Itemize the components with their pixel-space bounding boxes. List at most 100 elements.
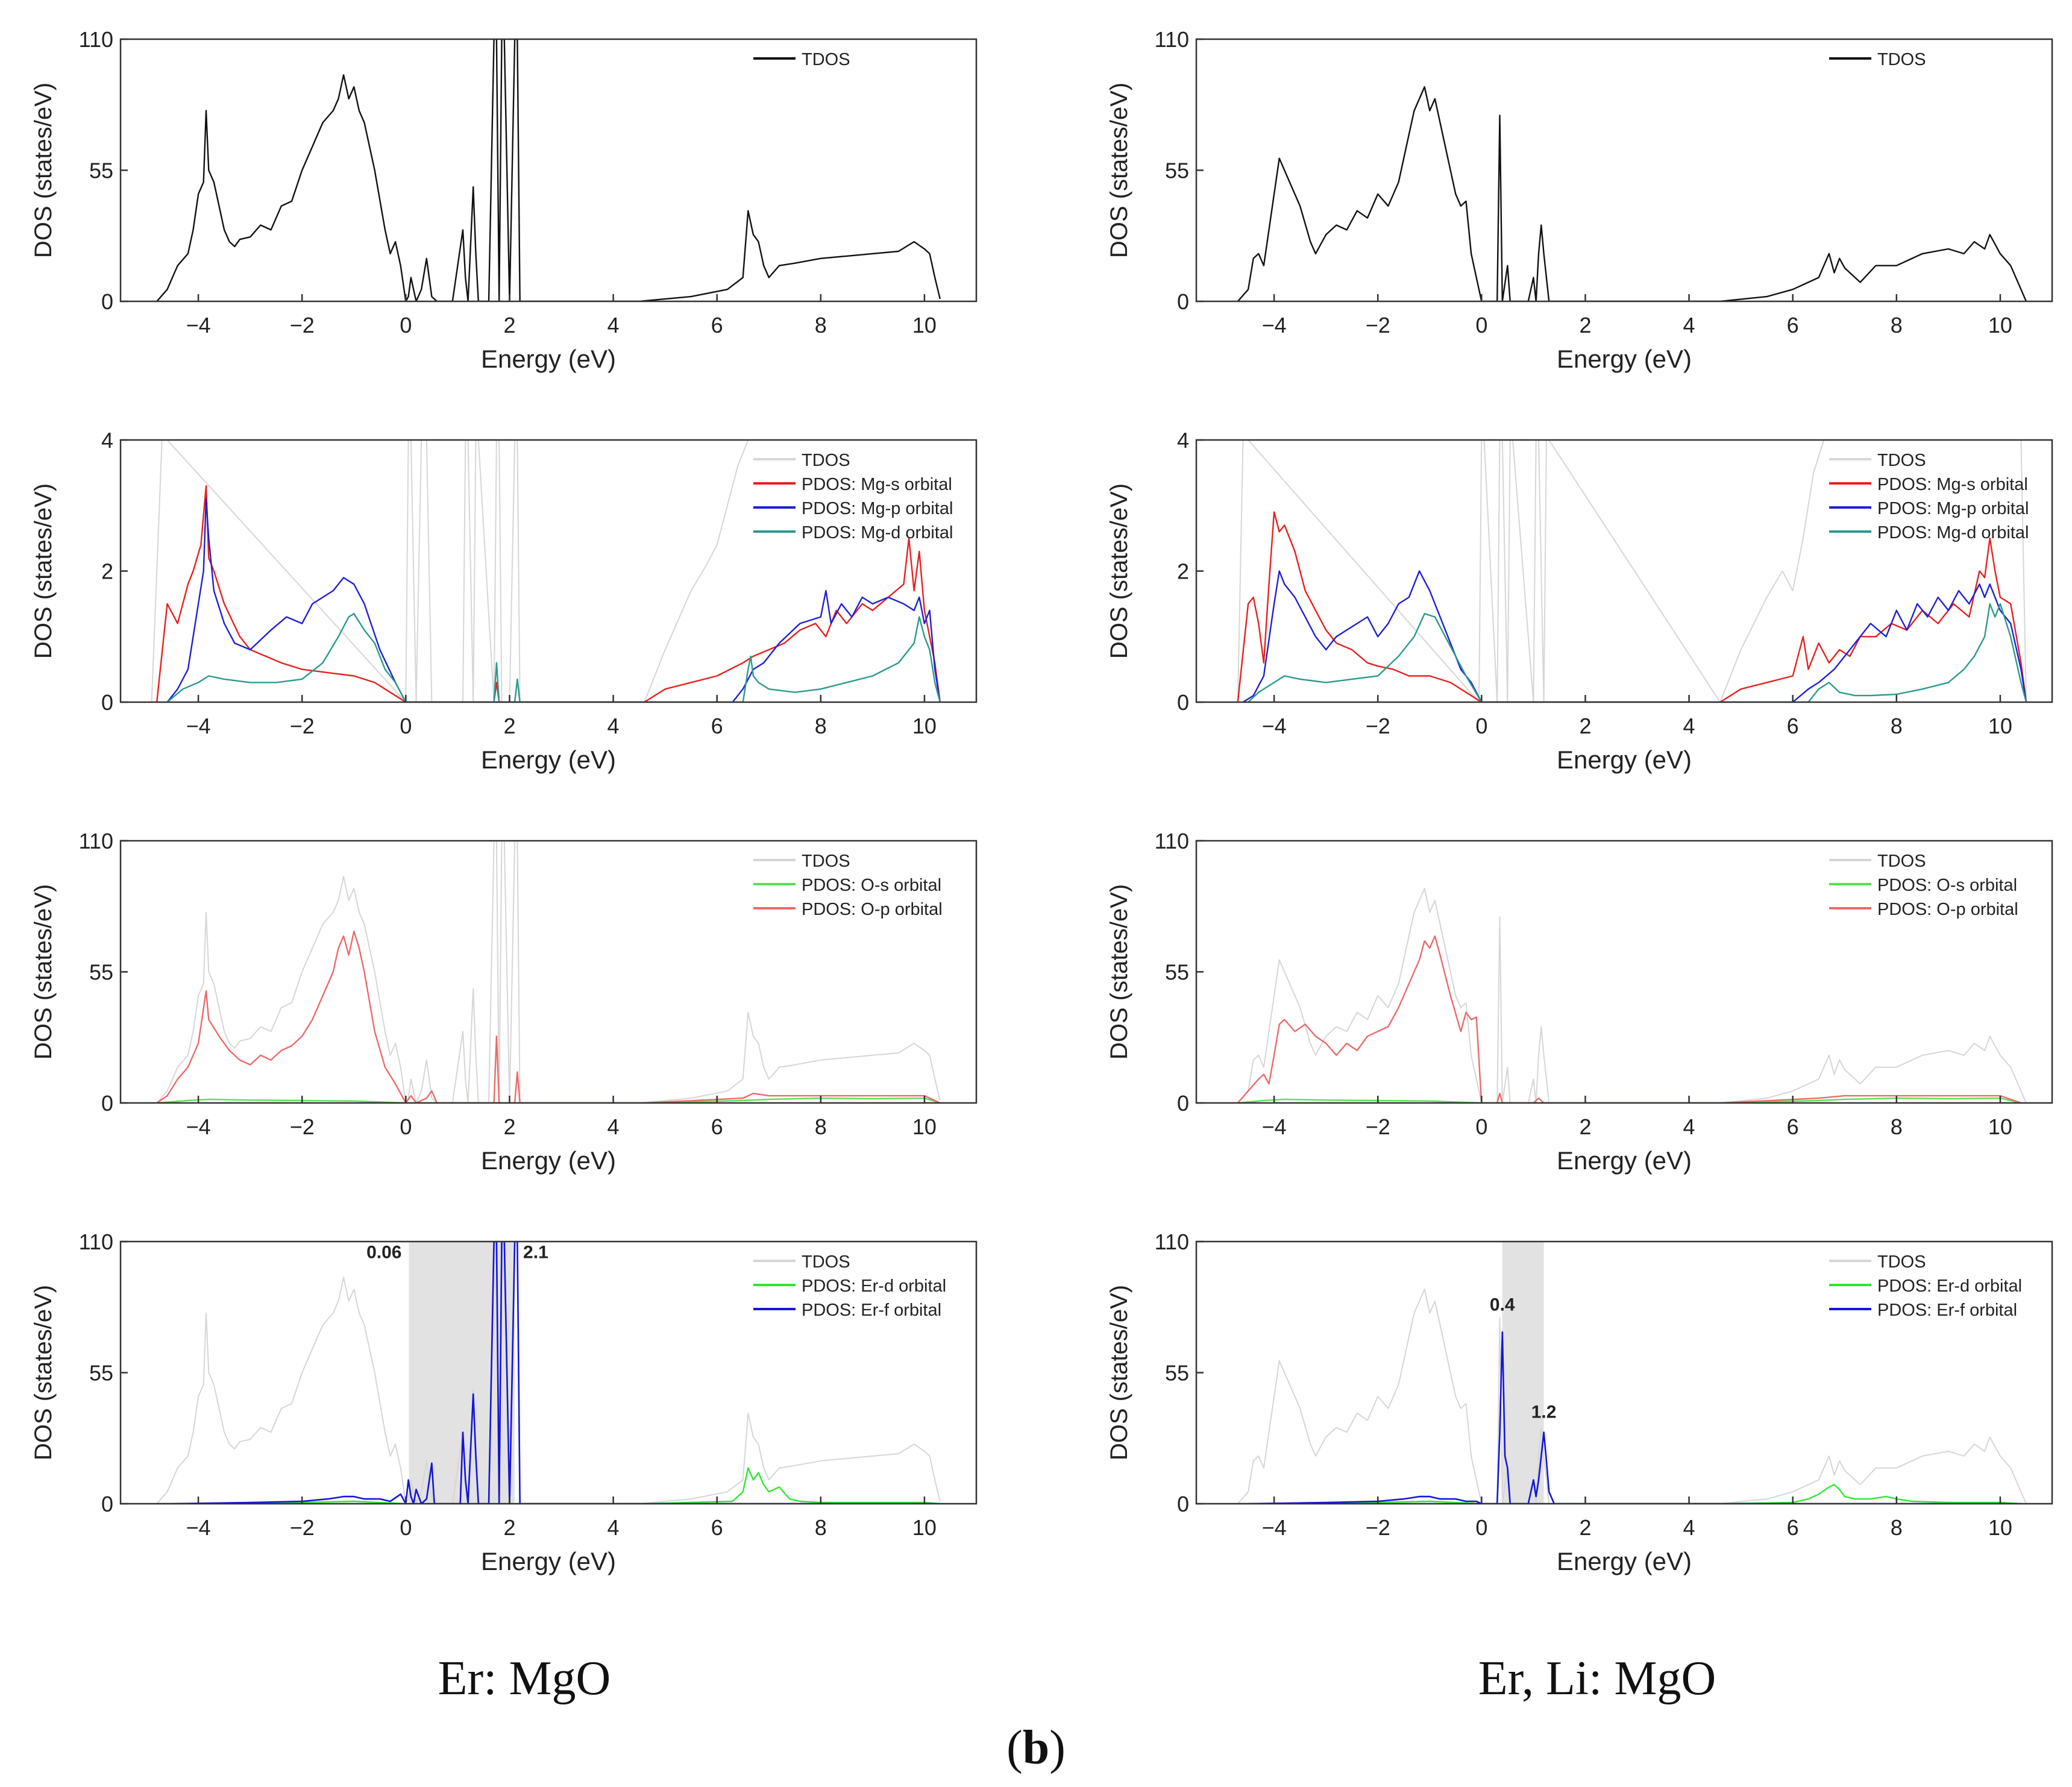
x-tick-label: 2	[1579, 1515, 1591, 1540]
gap-shade	[1502, 1242, 1544, 1504]
x-tick-label: 6	[1787, 1114, 1799, 1139]
chart-er-mgo-mg: −4 −2 0 2 4 6 8 10 0 2 4 Energy (eV) DOS (states/eV)…	[30, 428, 978, 774]
x-tick-label: 4	[1683, 313, 1695, 338]
x-tick-label: −4	[1262, 714, 1287, 738]
figure-tag-close: )	[1049, 1721, 1066, 1774]
x-tick-label: −2	[290, 714, 315, 738]
x-tick-label: 6	[711, 1515, 723, 1540]
x-tick-label: 8	[1891, 313, 1903, 338]
x-tick-label: 4	[1683, 1515, 1695, 1540]
x-tick-label: −4	[1262, 1515, 1287, 1540]
x-tick-label: 2	[1579, 714, 1591, 738]
x-tick-label: 8	[815, 313, 827, 338]
y-tick-label: 110	[79, 829, 113, 853]
x-tick-label: 0	[400, 1114, 412, 1139]
series-group	[151, 440, 941, 702]
series-group	[1237, 888, 2027, 1103]
y-tick-label: 0	[101, 690, 113, 715]
x-tick-label: −2	[290, 313, 315, 338]
legend: TDOS PDOS: O-s orbital PDOS: O-p orbital	[1829, 852, 2018, 919]
y-tick-label: 55	[1165, 1361, 1189, 1386]
y-axis-title: DOS (states/eV)	[30, 1285, 57, 1460]
x-tick-label: 2	[503, 1114, 515, 1139]
x-tick-label: 10	[912, 1515, 937, 1540]
y-tick-label: 55	[89, 960, 113, 985]
legend-label: TDOS	[1877, 1252, 1926, 1272]
x-tick-label: 8	[1891, 1114, 1903, 1139]
y-tick-label: 110	[1155, 829, 1189, 853]
series-pdos-o-s-orbital	[157, 1097, 941, 1103]
series-tdos	[156, 1242, 941, 1504]
legend-label: PDOS: Mg-p orbital	[1877, 499, 2029, 518]
series-tdos	[1237, 86, 2027, 301]
x-tick-label: −4	[186, 1114, 211, 1139]
plot-area	[121, 440, 976, 702]
series-tdos	[156, 39, 941, 301]
figure-tag: (b)	[1006, 1721, 1066, 1776]
figure-tag-letter: b	[1022, 1721, 1050, 1774]
legend-label: TDOS	[802, 852, 850, 871]
legend-label: PDOS: Mg-p orbital	[802, 499, 953, 518]
legend: TDOS PDOS: Mg-s orbital PDOS: Mg-p orbital…	[1829, 451, 2029, 542]
y-tick-label: 0	[101, 1492, 113, 1516]
x-tick-label: 10	[912, 714, 937, 738]
chart-er-mgo-o: −4 −2 0 2 4 6 8 10 0 55 110 Energy (eV) DOS (states/…	[30, 829, 978, 1175]
y-tick-label: 110	[79, 1230, 113, 1254]
x-tick-label: 4	[607, 1114, 620, 1139]
legend: TDOS	[753, 50, 850, 69]
x-tick-label: 0	[1475, 1515, 1487, 1540]
x-tick-label: −2	[290, 1114, 315, 1139]
y-axis-title: DOS (states/eV)	[1106, 884, 1132, 1060]
legend-label: PDOS: O-p orbital	[1877, 900, 2018, 919]
x-axis-title: Energy (eV)	[481, 746, 616, 774]
chart-erli-mgo-er: −4 −2 0 2 4 6 8 10 0 55 110 Energy (eV) DOS (states/…	[1106, 1230, 2053, 1575]
y-axis-title: DOS (states/eV)	[1106, 83, 1132, 258]
x-tick-label: −2	[290, 1515, 315, 1540]
legend-label: PDOS: O-s orbital	[1877, 876, 2017, 895]
x-tick-label: 6	[711, 1114, 723, 1139]
chart-er-mgo-tdos: −4 −2 0 2 4 6 8 10 0 55 110 Energy (eV) DOS (states/…	[30, 27, 978, 373]
x-tick-label: 6	[711, 313, 723, 338]
plot-area	[1196, 841, 2052, 1103]
series-pdos-er-f-orbital	[172, 1242, 940, 1504]
legend-label: PDOS: Er-f orbital	[1877, 1301, 2017, 1320]
y-tick-label: 4	[1177, 428, 1189, 453]
y-tick-label: 110	[1155, 27, 1189, 52]
x-tick-label: 0	[1475, 714, 1487, 738]
caption-er-mgo: Er: MgO	[438, 1652, 611, 1705]
y-tick-label: 0	[101, 289, 113, 314]
plot-area	[1196, 1242, 2052, 1504]
legend-label: PDOS: Er-f orbital	[802, 1301, 941, 1320]
series-tdos	[1237, 440, 2027, 702]
x-tick-label: 10	[912, 1114, 937, 1139]
series-pdos-o-p-orbital	[1237, 935, 2021, 1103]
legend-label: TDOS	[1877, 852, 1926, 871]
x-tick-label: −2	[1366, 1515, 1390, 1540]
y-axis-title: DOS (states/eV)	[30, 483, 57, 659]
x-tick-label: 0	[1475, 1114, 1487, 1139]
y-tick-label: 55	[1165, 960, 1189, 985]
series-tdos	[151, 440, 749, 702]
legend: TDOS PDOS: Er-d orbital PDOS: Er-f orbital	[753, 1252, 946, 1320]
legend-label: PDOS: Er-d orbital	[802, 1277, 946, 1296]
y-tick-label: 0	[1177, 1492, 1189, 1516]
legend-label: PDOS: Mg-s orbital	[802, 475, 952, 494]
y-tick-label: 55	[89, 159, 113, 183]
x-tick-label: 2	[503, 1515, 515, 1540]
series-pdos-o-p-orbital	[156, 931, 941, 1103]
series-pdos-o-s-orbital	[1237, 1097, 2021, 1103]
x-axis-title: Energy (eV)	[1557, 345, 1692, 373]
chart-erli-mgo-tdos: −4 −2 0 2 4 6 8 10 0 55 110 Energy (eV) DOS (states/…	[1106, 27, 2053, 373]
x-tick-label: 4	[607, 714, 620, 738]
y-tick-label: 55	[89, 1361, 113, 1386]
legend-label: TDOS	[802, 1252, 850, 1272]
series-group	[1237, 86, 2027, 301]
x-tick-label: −4	[186, 1515, 211, 1540]
legend: TDOS	[1829, 50, 1926, 69]
x-tick-label: 8	[815, 1114, 827, 1139]
x-tick-label: 6	[1787, 714, 1799, 738]
x-tick-label: 0	[400, 1515, 412, 1540]
caption-er-li-mgo: Er, Li: MgO	[1478, 1652, 1716, 1705]
y-tick-label: 55	[1165, 159, 1189, 183]
x-tick-label: −2	[1366, 313, 1390, 338]
